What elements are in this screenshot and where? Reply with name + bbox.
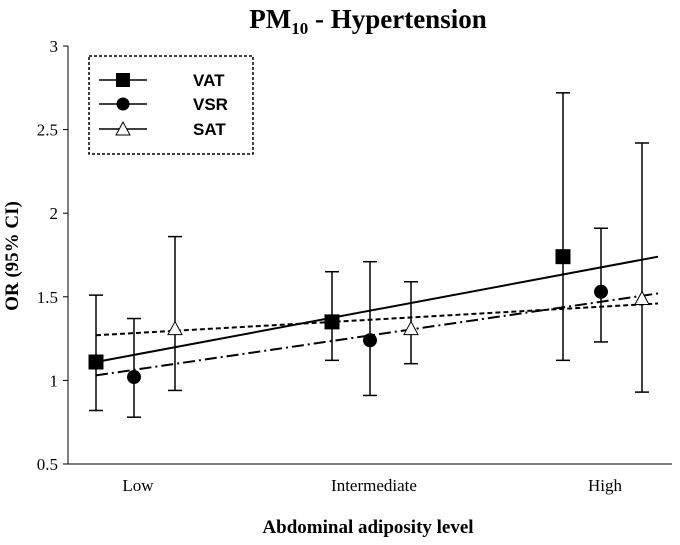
data-point-sat [403, 320, 419, 336]
tick-labels: 0.5 1 1.5 2 2.5 3 Low Intermediate High [37, 37, 623, 495]
fit-lines [95, 255, 659, 377]
y-tick-label: 1 [50, 371, 59, 390]
y-tick-label: 0.5 [37, 455, 58, 474]
data-point-vsr [594, 284, 608, 299]
fit-line-vsr [95, 292, 659, 377]
axes [63, 45, 672, 465]
legend-marker-sat [115, 120, 131, 136]
x-axis-label: Abdominal adiposity level [262, 517, 473, 538]
legend-label-vat: VAT [193, 71, 225, 90]
fit-line-vat [95, 255, 659, 363]
y-tick-label: 2.5 [37, 121, 58, 140]
data-point-vsr [363, 333, 377, 348]
legend-marker-vsr [116, 97, 130, 111]
y-tick-label: 1.5 [37, 288, 58, 307]
legend-label-vsr: VSR [193, 95, 228, 114]
data-point-vat [324, 314, 340, 330]
legend: VAT VSR SAT [88, 55, 254, 155]
chart-title: PM10 - Hypertension [249, 4, 486, 38]
legend-marker-vat [116, 73, 130, 87]
data-point-vat [555, 249, 571, 265]
legend-label-sat: SAT [193, 120, 226, 139]
data-point-vat [88, 354, 104, 370]
data-point-vsr [127, 370, 141, 385]
y-axis-label: OR (95% CI) [2, 201, 23, 311]
data-point-sat [634, 290, 650, 305]
data-point-sat [167, 320, 183, 336]
x-tick-label: Low [122, 476, 154, 495]
y-tick-label: 2 [50, 204, 59, 223]
y-tick-label: 3 [50, 37, 59, 56]
legend-box [88, 55, 254, 155]
markers [88, 249, 650, 385]
x-tick-label: Intermediate [331, 476, 417, 495]
x-tick-label: High [588, 476, 623, 495]
fit-line-sat [95, 302, 659, 337]
